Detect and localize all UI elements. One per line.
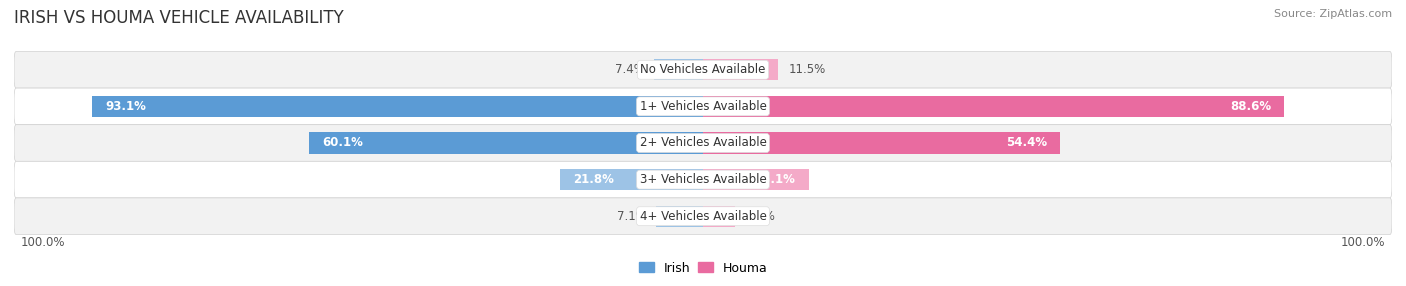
Text: 93.1%: 93.1%: [105, 100, 146, 113]
Bar: [703, 96, 1284, 117]
Text: 16.1%: 16.1%: [755, 173, 796, 186]
FancyBboxPatch shape: [14, 125, 1392, 161]
Bar: [703, 169, 808, 190]
Text: 88.6%: 88.6%: [1230, 100, 1271, 113]
Text: 11.5%: 11.5%: [789, 63, 825, 76]
Text: IRISH VS HOUMA VEHICLE AVAILABILITY: IRISH VS HOUMA VEHICLE AVAILABILITY: [14, 9, 344, 27]
Text: Source: ZipAtlas.com: Source: ZipAtlas.com: [1274, 9, 1392, 19]
Bar: [703, 132, 1060, 154]
Bar: [703, 59, 779, 80]
Bar: [560, 169, 703, 190]
Text: 100.0%: 100.0%: [1341, 236, 1385, 249]
Text: 4+ Vehicles Available: 4+ Vehicles Available: [640, 210, 766, 223]
Text: 60.1%: 60.1%: [322, 136, 363, 150]
Bar: [657, 206, 703, 227]
Text: 54.4%: 54.4%: [1005, 136, 1047, 150]
Bar: [93, 96, 703, 117]
Text: 7.4%: 7.4%: [614, 63, 644, 76]
FancyBboxPatch shape: [14, 51, 1392, 88]
Text: 2+ Vehicles Available: 2+ Vehicles Available: [640, 136, 766, 150]
Text: 21.8%: 21.8%: [574, 173, 614, 186]
Bar: [703, 206, 735, 227]
Text: No Vehicles Available: No Vehicles Available: [640, 63, 766, 76]
Bar: [309, 132, 703, 154]
Text: 4.9%: 4.9%: [745, 210, 775, 223]
Text: 1+ Vehicles Available: 1+ Vehicles Available: [640, 100, 766, 113]
FancyBboxPatch shape: [14, 198, 1392, 235]
FancyBboxPatch shape: [14, 88, 1392, 125]
Text: 100.0%: 100.0%: [21, 236, 65, 249]
Text: 7.1%: 7.1%: [617, 210, 647, 223]
Legend: Irish, Houma: Irish, Houma: [634, 257, 772, 279]
Bar: [654, 59, 703, 80]
Text: 3+ Vehicles Available: 3+ Vehicles Available: [640, 173, 766, 186]
FancyBboxPatch shape: [14, 161, 1392, 198]
